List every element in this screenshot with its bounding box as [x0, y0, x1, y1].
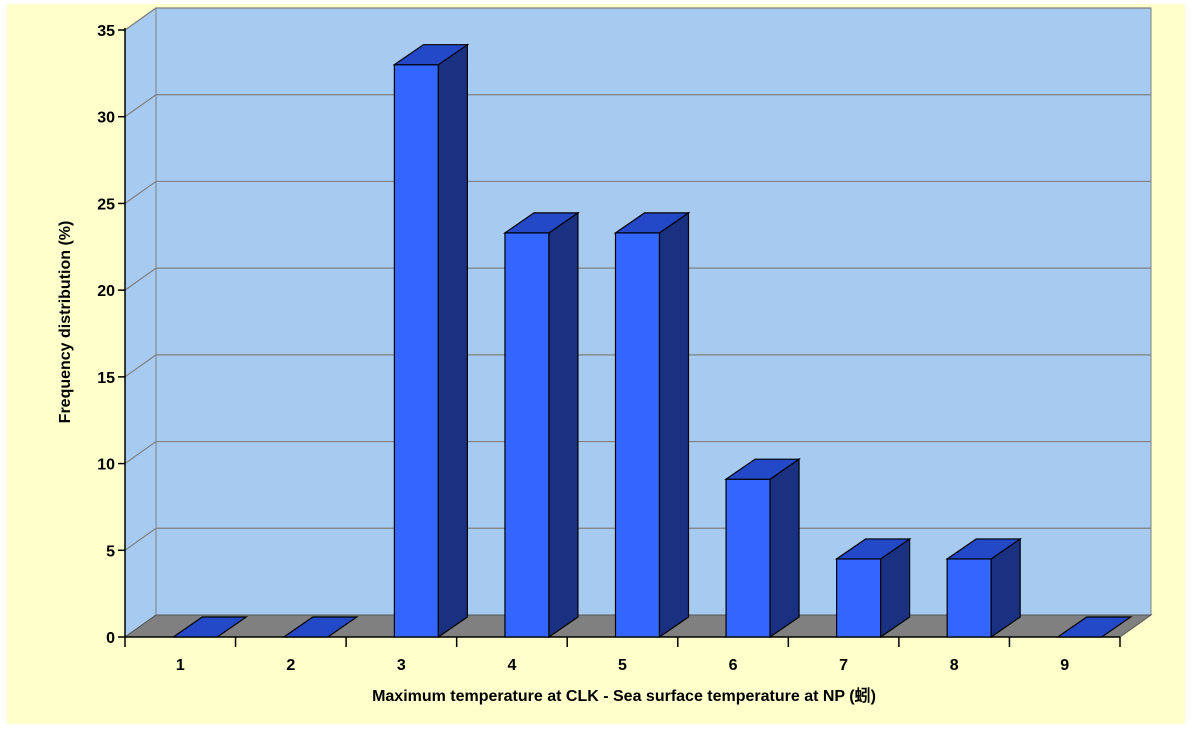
bar-top — [945, 538, 1023, 560]
y-tick-label: 10 — [97, 457, 115, 474]
x-tick-label: 1 — [176, 657, 185, 674]
bar — [724, 458, 801, 639]
bar-front — [725, 478, 771, 638]
gridline — [124, 527, 1151, 551]
gridline — [124, 7, 1151, 31]
y-tick-label: 20 — [97, 283, 115, 300]
bar-front — [614, 232, 661, 638]
bar-chart: 0 5 10 15 20 25 30 35 1 2 3 4 5 6 7 8 9 Frequency distr… — [57, 7, 1153, 705]
bar — [613, 211, 691, 639]
x-tick-label: 5 — [618, 657, 627, 674]
gridline — [124, 354, 1151, 378]
y-tick-label: 30 — [97, 110, 115, 127]
y-tick-label: 15 — [97, 370, 115, 387]
y-tick-label: 35 — [97, 23, 115, 40]
bar-side — [548, 211, 579, 639]
y-tick-label: 0 — [106, 630, 115, 647]
x-tick-label: 7 — [839, 657, 848, 674]
y-tick-label: 25 — [97, 196, 115, 213]
x-tick-label: 6 — [729, 657, 738, 674]
x-tick-label: 3 — [397, 657, 406, 674]
bar-side — [658, 211, 690, 639]
gridline — [124, 267, 1151, 291]
x-tick-label: 4 — [507, 657, 516, 674]
bar-front — [946, 558, 992, 638]
bar-front — [504, 232, 550, 638]
bar-top — [1055, 616, 1133, 638]
bar — [503, 211, 580, 639]
chart-frame: 0 5 10 15 20 25 30 35 1 2 3 4 5 6 7 8 9 Frequency distr… — [7, 4, 1185, 724]
bar-top — [503, 212, 580, 234]
bar-top — [613, 212, 691, 234]
bar — [945, 537, 1023, 639]
y-axis-title: Frequency distribution (%) — [57, 221, 74, 424]
x-tick-label: 8 — [950, 657, 959, 674]
bar — [281, 616, 359, 638]
bar — [392, 43, 470, 639]
gridline — [124, 180, 1151, 204]
bar — [1055, 616, 1133, 638]
gridline — [124, 94, 1151, 118]
bar-top — [724, 458, 801, 480]
bar-front — [393, 64, 439, 638]
bar-front — [836, 558, 882, 638]
y-tick-label: 5 — [106, 543, 115, 560]
x-axis-title: Maximum temperature at CLK - Sea surface… — [372, 687, 876, 705]
bar-top — [392, 44, 470, 66]
bar-top — [281, 616, 359, 638]
bar-side — [437, 43, 468, 639]
bar-top — [171, 616, 249, 638]
bar — [834, 537, 912, 639]
x-tick-label: 2 — [286, 657, 295, 674]
bar-top — [834, 538, 912, 560]
bar-side — [769, 458, 800, 639]
gridline — [124, 440, 1151, 465]
x-tick-label: 9 — [1060, 657, 1069, 674]
bar — [171, 616, 249, 638]
side-wall — [124, 7, 157, 638]
